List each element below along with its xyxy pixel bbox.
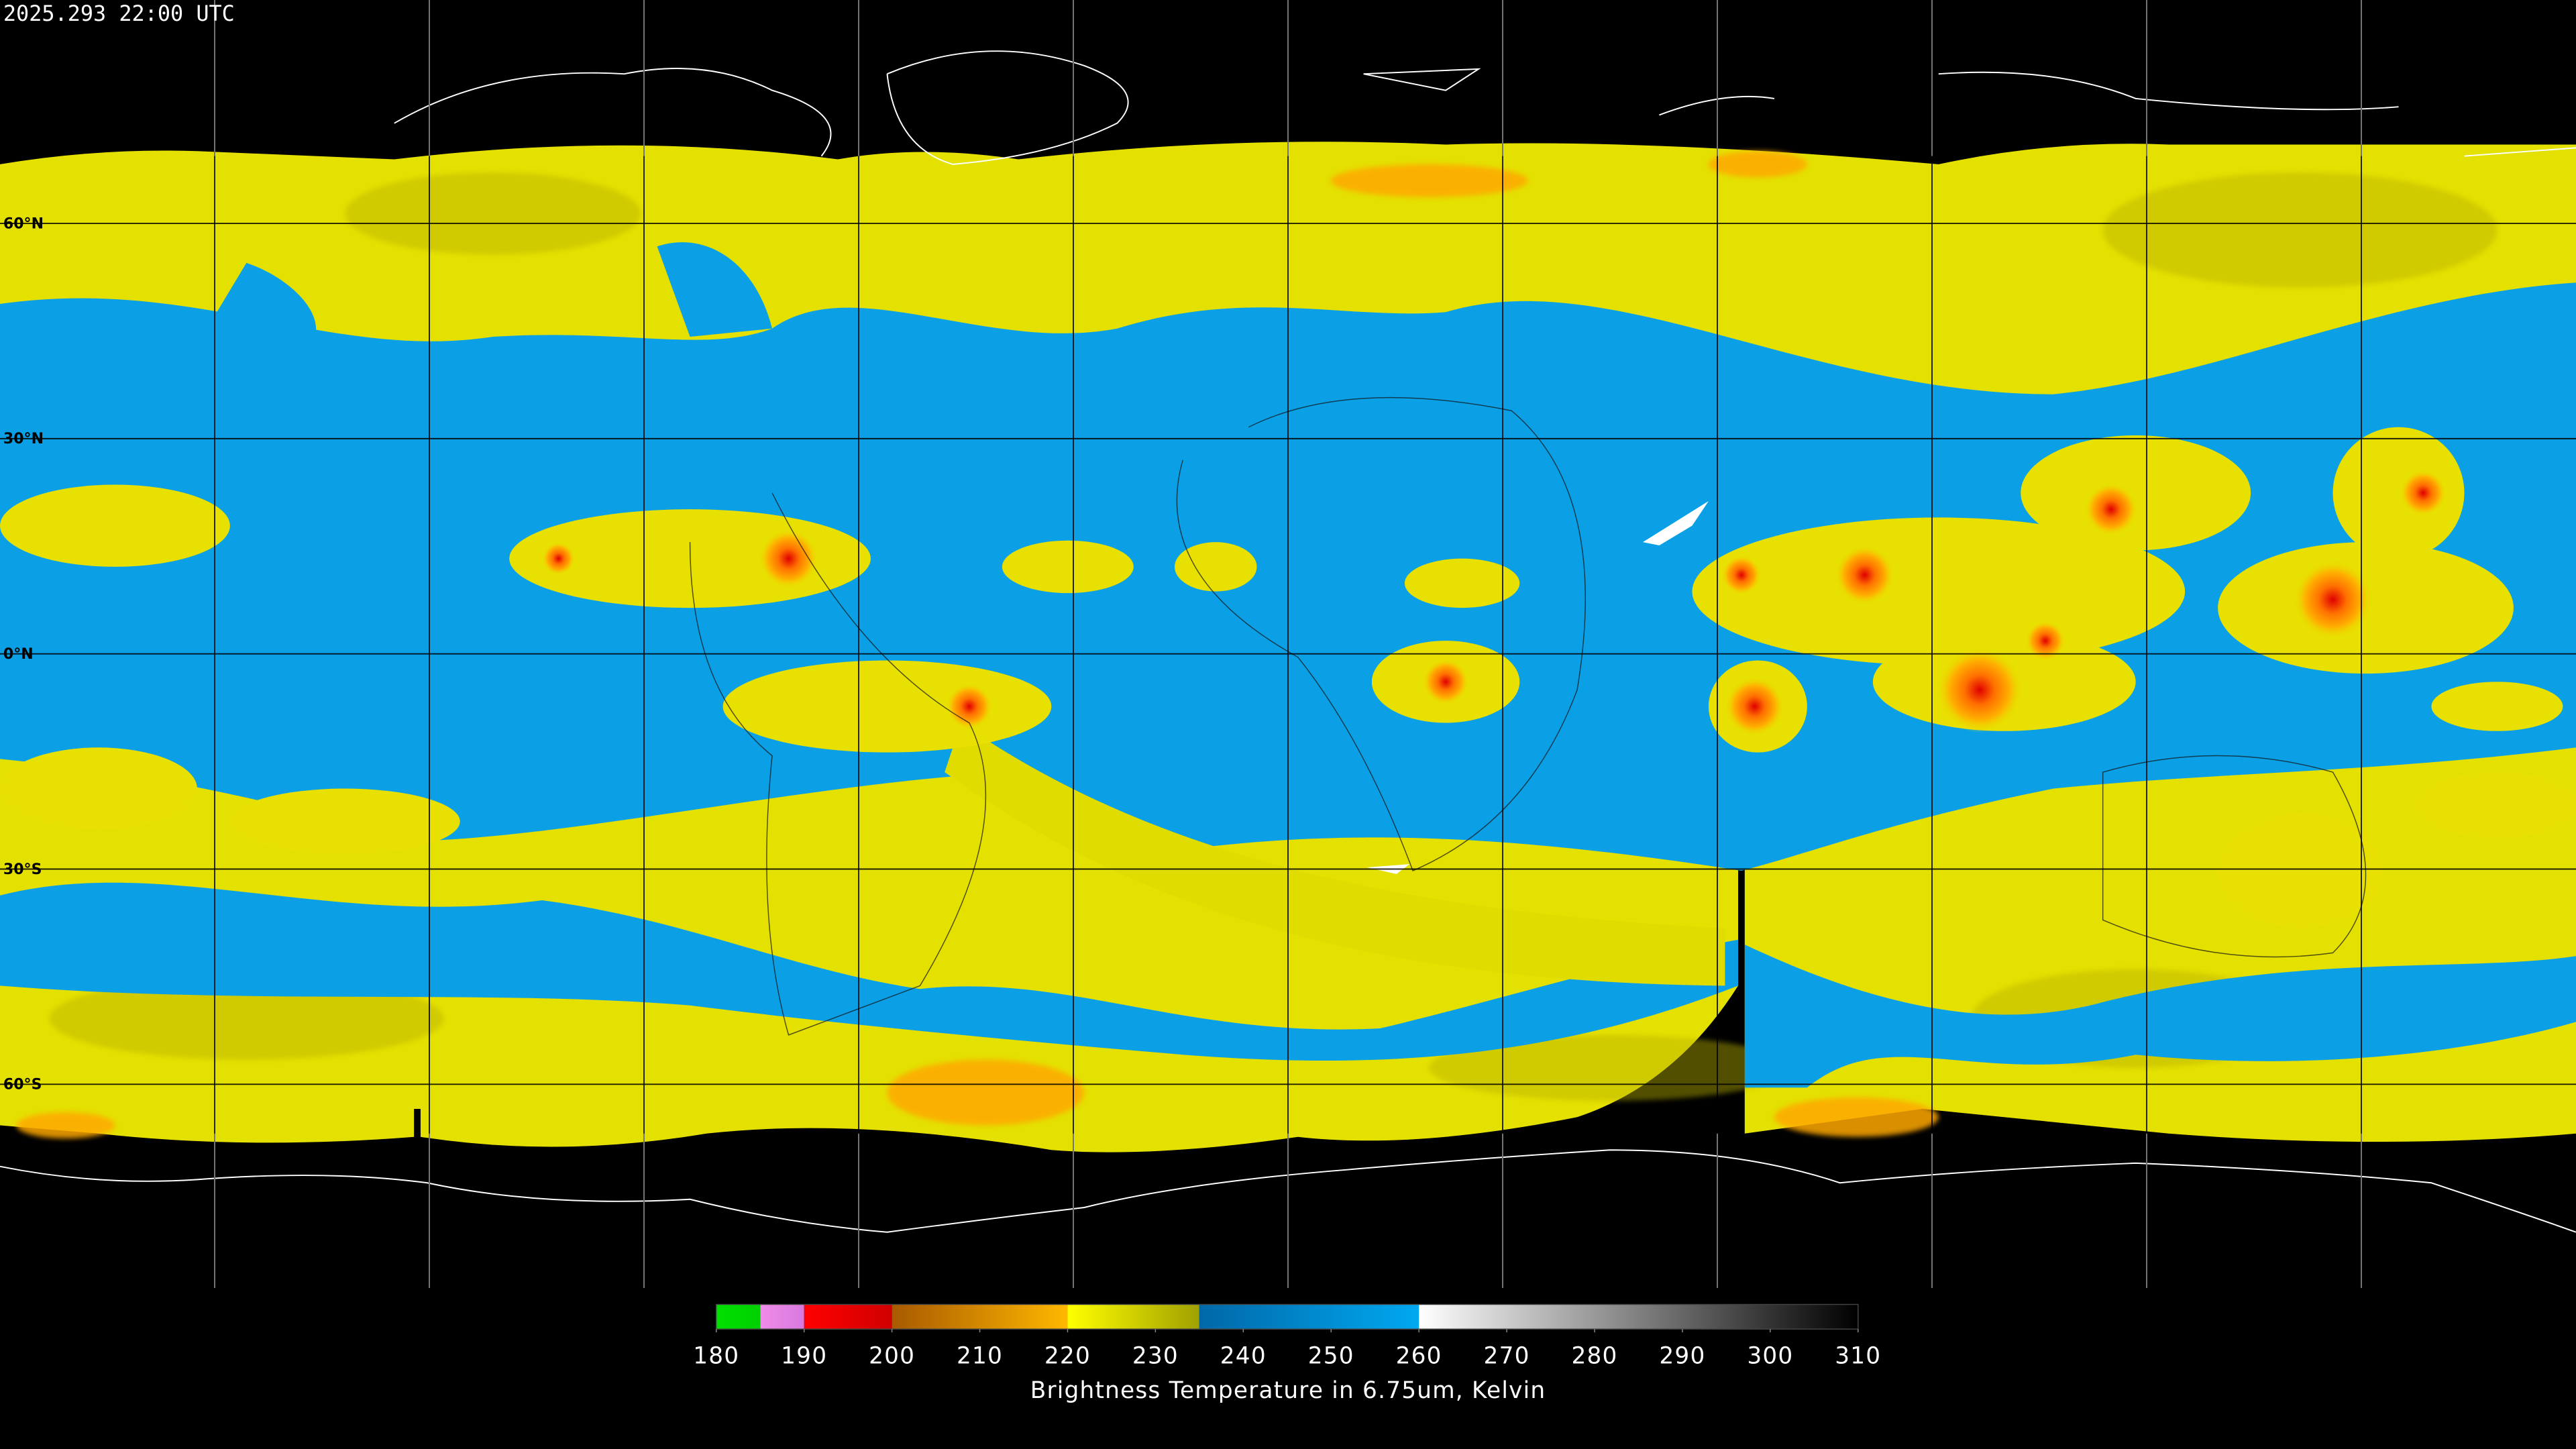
latitude-label: 0°N bbox=[3, 646, 34, 663]
dry-region bbox=[0, 882, 1739, 1061]
colorbar-tick-label: 180 bbox=[693, 1342, 739, 1369]
colorbar-tick-label: 210 bbox=[957, 1342, 1003, 1369]
colorbar-tick-label: 190 bbox=[781, 1342, 827, 1369]
latitude-label: 30°N bbox=[3, 431, 44, 447]
colorbar-segment bbox=[760, 1304, 804, 1330]
colorbar-tick-label: 300 bbox=[1747, 1342, 1793, 1369]
graticule: 60°N 30°N 0°N 30°S 60°S bbox=[3, 0, 2362, 1288]
colorbar: 180 190 200 210 220 230 240 250 260 270 280 290 300 3… bbox=[693, 1303, 1881, 1369]
colorbar-segment bbox=[804, 1304, 892, 1330]
colorbar-tick-label: 240 bbox=[1220, 1342, 1267, 1369]
colorbar-segment bbox=[1419, 1304, 1858, 1330]
colorbar-tick-label: 220 bbox=[1044, 1342, 1091, 1369]
latitude-label: 30°S bbox=[3, 861, 42, 878]
timestamp: 2025.293 22:00 UTC bbox=[3, 1, 235, 26]
dry-region bbox=[197, 242, 773, 362]
colorbar-segment bbox=[892, 1304, 1068, 1330]
clouds bbox=[0, 427, 2576, 928]
colorbar-tick-label: 310 bbox=[1835, 1342, 1881, 1369]
dry-region bbox=[1744, 945, 2576, 1088]
latitude-label: 60°N bbox=[3, 215, 44, 232]
colorbar-tick-label: 260 bbox=[1396, 1342, 1442, 1369]
colorbar-tick-label: 290 bbox=[1659, 1342, 1705, 1369]
storms bbox=[542, 470, 2447, 737]
latitude-label: 60°S bbox=[3, 1077, 42, 1093]
colorbar-frame bbox=[716, 1303, 1859, 1330]
cold-patches bbox=[16, 151, 1939, 1139]
colorbar-tick-label: 230 bbox=[1132, 1342, 1179, 1369]
colorbar-title: Brightness Temperature in 6.75um, Kelvin bbox=[1030, 1377, 1546, 1404]
colorbar-tick-label: 270 bbox=[1484, 1342, 1530, 1369]
colorbar-tick-label: 200 bbox=[869, 1342, 915, 1369]
colorbar-segment bbox=[1199, 1304, 1419, 1330]
colorbar-segment bbox=[1067, 1304, 1199, 1330]
colorbar-tick-label: 250 bbox=[1308, 1342, 1354, 1369]
moist-band bbox=[945, 722, 1725, 986]
colorbar-segment bbox=[716, 1304, 761, 1330]
colorbar-tick-label: 280 bbox=[1571, 1342, 1617, 1369]
coastlines bbox=[0, 50, 2576, 1233]
